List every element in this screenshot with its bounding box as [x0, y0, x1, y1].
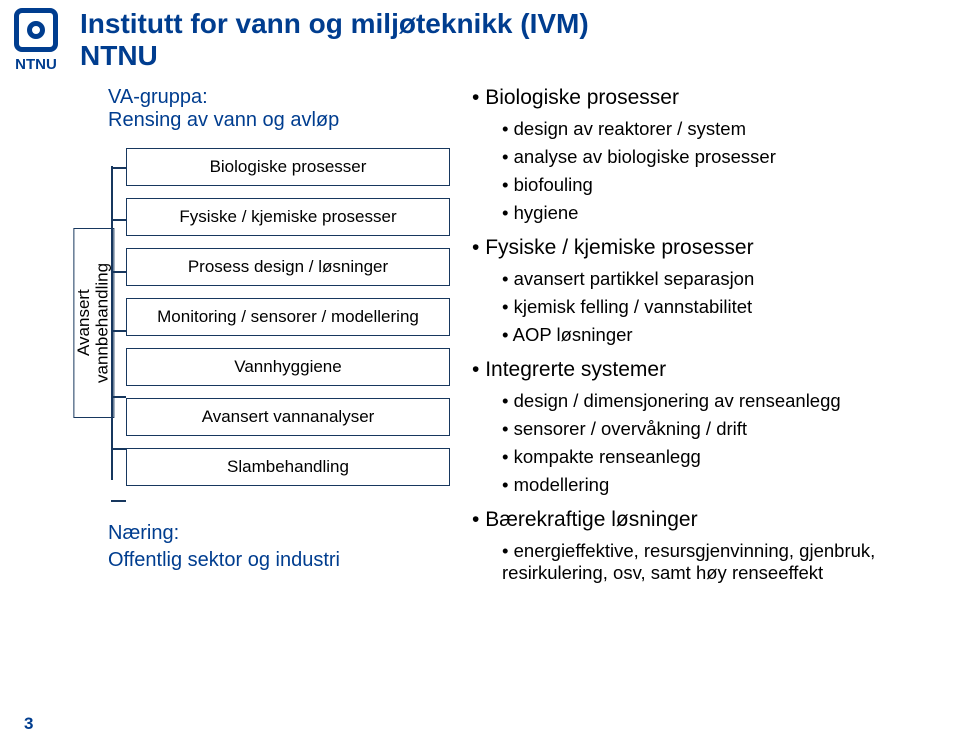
- ntnu-logo-icon: [14, 8, 58, 52]
- h1-fysiske: Fysiske / kjemiske prosesser: [472, 236, 950, 260]
- box-vannhyggiene: Vannhyggiene: [126, 348, 450, 386]
- group-baerekraftige: Bærekraftige løsninger energieffektive, …: [472, 508, 950, 584]
- left-column: VA-gruppa: Rensing av vann og avløp Avan…: [80, 86, 450, 596]
- ntnu-logo-inner-icon: [27, 21, 45, 39]
- slide-content: Institutt for vann og miljøteknikk (IVM)…: [80, 8, 950, 740]
- connector-h-3: [111, 330, 126, 332]
- page-title: Institutt for vann og miljøteknikk (IVM)…: [80, 8, 950, 72]
- footer-left-l2: Offentlig sektor og industri: [108, 549, 340, 571]
- vertical-label-wrap: Avansertvannbehandling: [80, 148, 108, 498]
- page-number: 3: [24, 714, 33, 734]
- sub-reaktorer: design av reaktorer / system: [502, 118, 950, 140]
- sub-kompakte: kompakte renseanlegg: [502, 446, 950, 468]
- sub-hygiene: hygiene: [502, 202, 950, 224]
- box-biologiske: Biologiske prosesser: [126, 148, 450, 186]
- group-fysiske: Fysiske / kjemiske prosesser avansert pa…: [472, 236, 950, 346]
- connector-vertical: [111, 166, 113, 480]
- connector-h-1: [111, 219, 126, 221]
- sub-line1: VA-gruppa:: [108, 86, 208, 108]
- sub-felling: kjemisk felling / vannstabilitet: [502, 296, 950, 318]
- h1-baerekraftige: Bærekraftige løsninger: [472, 508, 950, 532]
- h1-biologiske: Biologiske prosesser: [472, 86, 950, 110]
- connector-h-6: [111, 500, 126, 502]
- title-line1: Institutt for vann og miljøteknikk (IVM): [80, 8, 589, 39]
- connector-h-4: [111, 396, 126, 398]
- box-avansert-vannanalyser: Avansert vannanalyser: [126, 398, 450, 436]
- sub-dimensjonering: design / dimensjonering av renseanlegg: [502, 390, 950, 412]
- box-fysiske: Fysiske / kjemiske prosesser: [126, 198, 450, 236]
- box-monitoring: Monitoring / sensorer / modellering: [126, 298, 450, 336]
- boxes-container: Biologiske prosesser Fysiske / kjemiske …: [108, 148, 450, 498]
- sub-partikkel: avansert partikkel separasjon: [502, 268, 950, 290]
- sub-energieffektive: energieffektive, resursgjenvinning, gjen…: [502, 540, 950, 584]
- right-column: Biologiske prosesser design av reaktorer…: [472, 86, 950, 596]
- left-subheading: VA-gruppa: Rensing av vann og avløp: [108, 86, 450, 132]
- logo-block: NTNU: [8, 8, 64, 73]
- sub-sensorer: sensorer / overvåkning / drift: [502, 418, 950, 440]
- connector-h-5: [111, 448, 126, 450]
- h1-integrerte: Integrerte systemer: [472, 358, 950, 382]
- sub-analyse: analyse av biologiske prosesser: [502, 146, 950, 168]
- left-footer: Næring: Offentlig sektor og industri: [108, 520, 450, 574]
- title-line2: NTNU: [80, 40, 158, 71]
- sub-line2: Rensing av vann og avløp: [108, 109, 339, 131]
- group-biologiske: Biologiske prosesser design av reaktorer…: [472, 86, 950, 224]
- diagram-row: Avansertvannbehandling Biologiske proses…: [80, 148, 450, 498]
- group-integrerte: Integrerte systemer design / dimensjoner…: [472, 358, 950, 496]
- logo-text: NTNU: [8, 56, 64, 73]
- sub-aop: AOP løsninger: [502, 324, 950, 346]
- sub-modellering: modellering: [502, 474, 950, 496]
- sub-biofouling: biofouling: [502, 174, 950, 196]
- columns: VA-gruppa: Rensing av vann og avløp Avan…: [80, 86, 950, 596]
- connector-h-2: [111, 271, 126, 273]
- box-prosess-design: Prosess design / løsninger: [126, 248, 450, 286]
- connector-h-0: [111, 167, 126, 169]
- box-slambehandling: Slambehandling: [126, 448, 450, 486]
- footer-left-l1: Næring:: [108, 522, 179, 544]
